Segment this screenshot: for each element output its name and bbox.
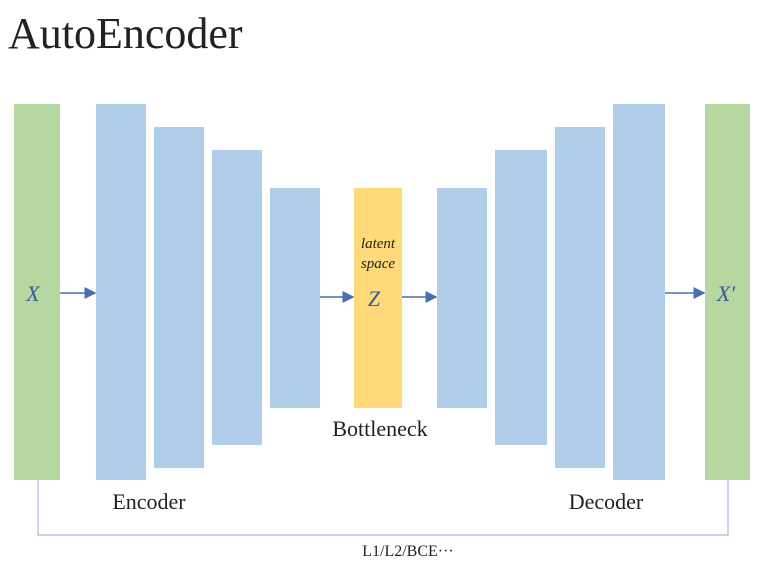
decoder-label: Decoder bbox=[569, 489, 644, 514]
latent-text: latent bbox=[361, 236, 396, 252]
decoder-layer bbox=[555, 127, 605, 468]
decoder-layer bbox=[495, 150, 547, 445]
output-label: X′ bbox=[716, 281, 736, 306]
encoder-layer bbox=[96, 104, 146, 480]
bottleneck-label: Bottleneck bbox=[332, 416, 427, 441]
encoder-label: Encoder bbox=[112, 489, 186, 514]
input-label: X bbox=[25, 281, 41, 306]
loss-path bbox=[37, 480, 729, 536]
loss-label: L1/L2/BCE··· bbox=[362, 543, 454, 560]
output-block bbox=[705, 104, 750, 480]
decoder-layer bbox=[613, 104, 665, 480]
decoder-layer bbox=[437, 188, 487, 408]
title: AutoEncoder bbox=[8, 9, 243, 58]
latent-label: Z bbox=[368, 286, 381, 311]
encoder-layer bbox=[212, 150, 262, 445]
latent-block bbox=[354, 188, 402, 408]
input-block bbox=[14, 104, 60, 480]
encoder-layer bbox=[154, 127, 204, 468]
encoder-layer bbox=[270, 188, 320, 408]
latent-text: space bbox=[361, 256, 395, 272]
